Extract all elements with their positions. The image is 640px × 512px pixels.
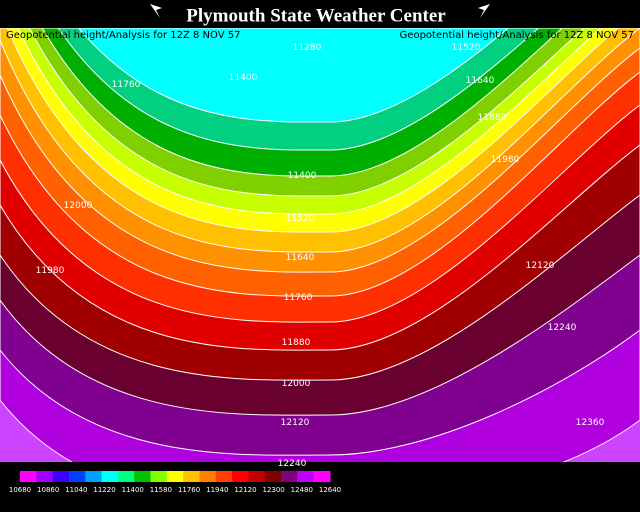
contour-label: 11280 [293, 43, 322, 53]
colorbar-swatch [117, 471, 135, 482]
colorbar-label: 12640 [319, 486, 341, 494]
colorbar-label: 10680 [9, 486, 31, 494]
colorbar-label: 12120 [234, 486, 256, 494]
contour-label: 12240 [278, 459, 307, 469]
colorbar-label: 11940 [206, 486, 228, 494]
colorbar-swatch [281, 471, 298, 482]
colorbar-label: 12480 [291, 486, 313, 494]
colorbar-swatch [183, 471, 200, 482]
contour-label: 11760 [284, 293, 313, 303]
colorbar-label: 11580 [150, 486, 172, 494]
contour-label: 11880 [282, 338, 311, 348]
contour-label: 12000 [282, 379, 311, 389]
contour-label: 12120 [526, 261, 555, 271]
colorbar: 10680 10860 11040 11220 11400 11580 11760 11940… [9, 471, 341, 494]
contour-label: 11640 [286, 253, 315, 263]
contour-label: 12120 [281, 418, 310, 428]
contour-label: 11400 [229, 73, 258, 83]
contour-label: 11880 [478, 113, 507, 123]
colorbar-label: 11760 [178, 486, 200, 494]
colorbar-swatch [101, 471, 119, 482]
colorbar-swatch [199, 471, 217, 482]
colorbar-swatch [297, 471, 315, 482]
header-bar [0, 0, 640, 28]
colorbar-label: 12300 [262, 486, 284, 494]
colorbar-swatch [150, 471, 168, 482]
colorbar-swatch [215, 471, 233, 482]
contour-label: 11400 [288, 171, 317, 181]
colorbar-label: 11040 [65, 486, 87, 494]
contour-labels: 11280 11400 11760 11520 11640 11880 11980 12000… [36, 43, 605, 469]
colorbar-swatch [232, 471, 249, 482]
contour-label: 11640 [466, 76, 495, 86]
contour-label: 11980 [36, 266, 65, 276]
contour-label: 12240 [548, 323, 577, 333]
colorbar-swatch [264, 471, 282, 482]
colorbar-label: 11220 [93, 486, 115, 494]
band [0, 0, 640, 123]
colorbar-swatch [36, 471, 54, 482]
colorbar-swatch [248, 471, 266, 482]
title: Plymouth State Weather Center [186, 5, 446, 26]
colorbar-swatch [85, 471, 103, 482]
contour-label: 11760 [112, 80, 141, 90]
subtitle-right: Geopotential height/Analysis for 12Z 8 N… [400, 30, 634, 41]
flag-icon [150, 4, 162, 18]
colorbar-swatch [134, 471, 152, 482]
footer-bar [0, 462, 640, 512]
contour-label: 11980 [491, 155, 520, 165]
colorbar-swatch [20, 471, 37, 482]
subtitle-left: Geopotential height/Analysis for 12Z 8 N… [6, 30, 240, 41]
contour-label: 12000 [64, 201, 93, 211]
colorbar-swatch [166, 471, 184, 482]
colorbar-label: 10860 [37, 486, 59, 494]
contour-label: 12360 [576, 418, 605, 428]
colorbar-swatch [52, 471, 70, 482]
colorbar-swatch [313, 471, 331, 482]
contour-label: 11520 [452, 43, 481, 53]
colorbar-label: 11400 [122, 486, 144, 494]
colorbar-swatch [68, 471, 86, 482]
flag-icon [478, 4, 490, 18]
contour-label: 11520 [286, 214, 315, 224]
